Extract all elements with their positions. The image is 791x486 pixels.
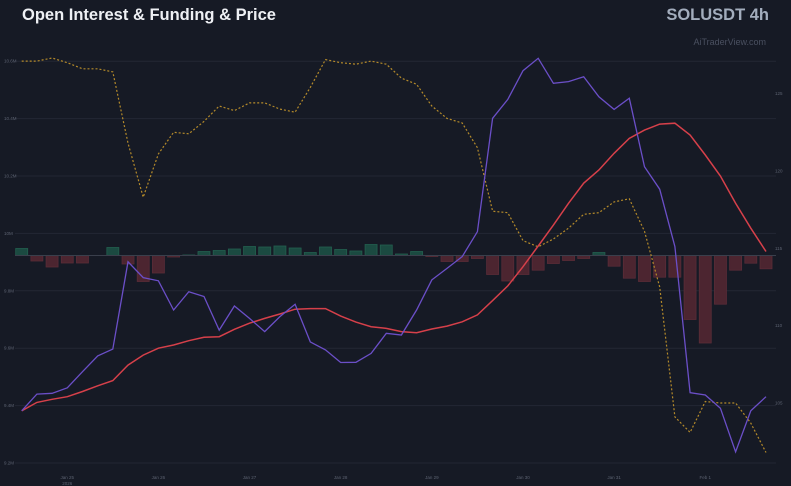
x-axis-tick: Jan 31 [607, 475, 621, 480]
funding-bar [440, 255, 454, 262]
funding-bar [379, 244, 393, 256]
funding-bar [212, 250, 226, 256]
funding-bar [562, 255, 575, 261]
left-axis-tick: 9.6M [4, 346, 14, 351]
x-axis-tick: Jan 26 [152, 475, 166, 480]
watermark: AiTraderView.com [693, 37, 766, 47]
left-axis-tick: 10.2M [4, 174, 17, 179]
funding-bar [668, 255, 682, 278]
right-axis-tick: 125 [775, 91, 783, 96]
funding-bar [714, 255, 727, 305]
right-axis-tick: 115 [775, 246, 783, 251]
funding-bar [60, 255, 74, 264]
funding-bar [30, 255, 44, 262]
funding-bar [410, 251, 424, 256]
left-axis-tick: 10.4M [4, 116, 17, 121]
left-axis-tick: 9.4M [4, 403, 14, 408]
funding-bar [76, 255, 89, 264]
chart-title: Open Interest & Funding & Price [22, 6, 276, 24]
funding-bar [106, 247, 120, 256]
left-axis-tick: 9.2M [4, 461, 14, 466]
funding-bar [319, 246, 332, 256]
funding-bar [273, 245, 287, 256]
funding-bar [622, 255, 636, 279]
left-axis-tick: 10M [4, 231, 13, 236]
funding-bar [258, 246, 272, 256]
x-axis-tick: Jan 29 [425, 475, 439, 480]
x-axis-tick: Feb 1 [699, 475, 711, 480]
x-axis-tick: Jan 28 [334, 475, 348, 480]
right-axis-tick: 110 [775, 323, 783, 328]
price-line [21, 57, 767, 453]
funding-bar [45, 255, 59, 268]
funding-bar [15, 248, 29, 256]
funding-bar [227, 248, 241, 256]
right-axis-tick: 105 [775, 401, 783, 406]
funding-bar [653, 255, 667, 278]
funding-bar [607, 255, 621, 267]
funding-bar [744, 255, 758, 264]
oi-ma-line [21, 122, 767, 412]
funding-bar [638, 255, 651, 282]
funding-bar [364, 244, 378, 256]
funding-bar [334, 249, 348, 256]
funding-bar [486, 255, 499, 275]
funding-bar [349, 250, 363, 256]
left-axis-tick: 9.8M [4, 288, 14, 293]
right-axis-tick: 120 [775, 168, 783, 173]
funding-bar [546, 255, 560, 264]
funding-bar [243, 246, 256, 256]
x-axis-tick: Jan 27 [243, 475, 257, 480]
x-axis-tick: Jan 25 [61, 475, 75, 480]
funding-bar [197, 251, 211, 256]
left-axis-tick: 10.6M [4, 59, 17, 64]
funding-bar [729, 255, 743, 271]
funding-bar [152, 255, 165, 274]
funding-bar [759, 255, 773, 270]
x-axis-tick: Jan 30 [516, 475, 530, 480]
funding-bar [531, 255, 545, 271]
symbol-timeframe: SOLUSDT 4h [666, 6, 769, 24]
funding-bar [288, 247, 302, 256]
open-interest-line [21, 57, 767, 454]
funding-bar [501, 255, 515, 282]
x-axis-year: 2026 [62, 481, 73, 486]
funding-bar [698, 255, 712, 344]
funding-bar [683, 255, 697, 320]
